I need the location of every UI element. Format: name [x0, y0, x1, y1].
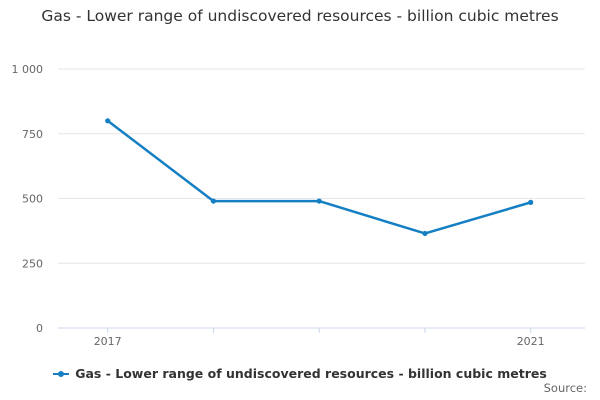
y-tick-label: 0 — [36, 322, 43, 335]
legend-line-marker — [53, 369, 70, 379]
y-tick-label: 500 — [22, 193, 43, 206]
legend-row: Gas - Lower range of undiscovered resour… — [0, 366, 600, 381]
x-tick-label: 2021 — [517, 335, 545, 348]
data-point-marker[interactable] — [316, 198, 322, 204]
data-point-marker[interactable] — [422, 230, 428, 237]
series-line — [106, 119, 532, 235]
data-point-marker[interactable] — [105, 118, 111, 124]
legend-dot — [58, 370, 65, 377]
line-chart: 0 250 500 750 1 000 2017 2021 — [12, 63, 585, 348]
source-label: Source: — [543, 381, 587, 395]
y-tick-label: 1 000 — [12, 63, 44, 76]
data-point-marker[interactable] — [528, 199, 534, 205]
y-tick-label: 250 — [22, 257, 43, 270]
chart-title: Gas - Lower range of undiscovered resour… — [41, 7, 559, 25]
legend-label: Gas - Lower range of undiscovered resour… — [75, 366, 547, 381]
y-tick-label: 750 — [22, 128, 43, 141]
x-tick-label: 2017 — [94, 335, 122, 348]
data-point-marker[interactable] — [210, 198, 217, 204]
legend-item[interactable]: Gas - Lower range of undiscovered resour… — [53, 366, 547, 381]
